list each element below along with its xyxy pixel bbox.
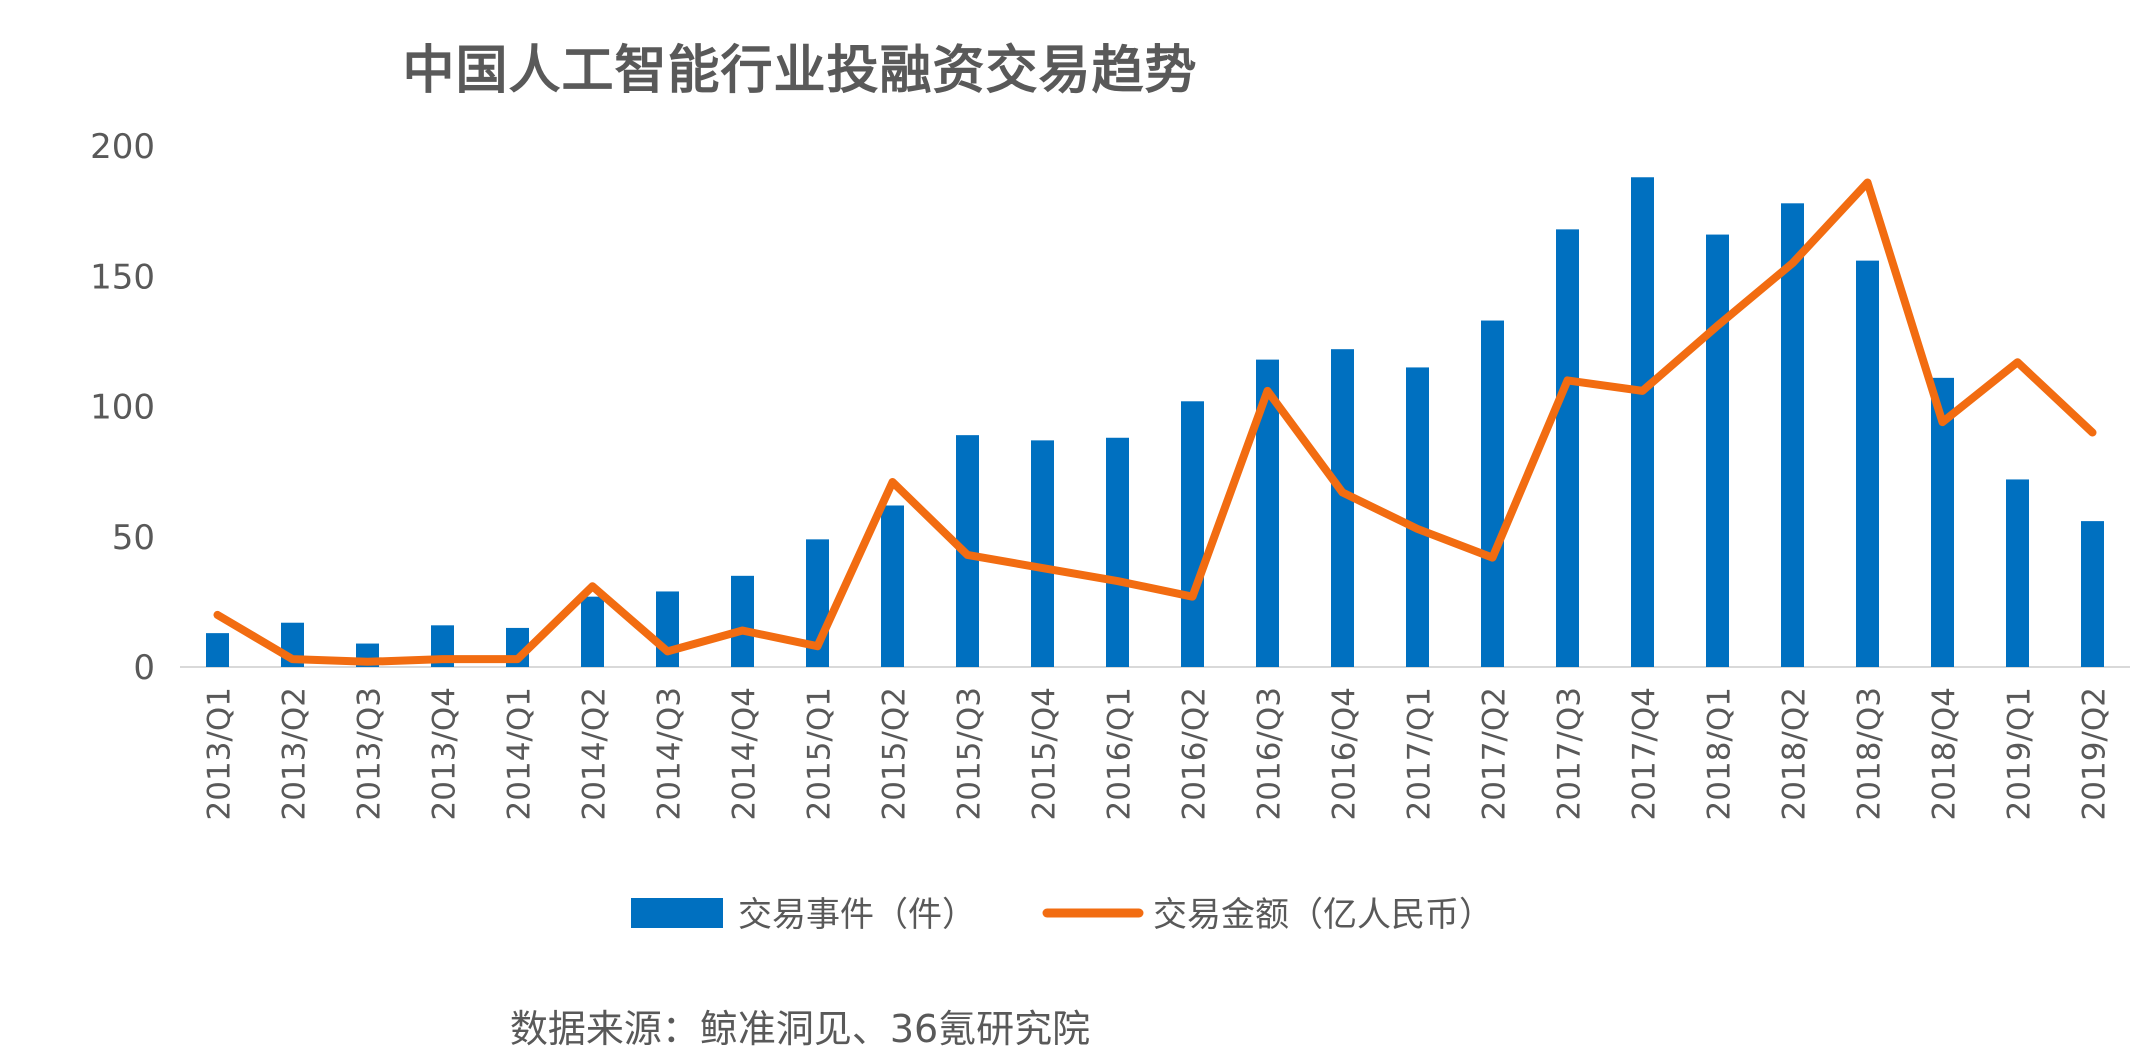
x-tick-label: 2016/Q2	[1177, 687, 1213, 820]
x-tick-label: 2013/Q2	[277, 687, 313, 820]
y-tick-label: 100	[90, 388, 155, 428]
bar	[1931, 377, 1954, 667]
bar	[656, 591, 679, 667]
x-tick-label: 2013/Q1	[202, 687, 238, 820]
bar	[1181, 401, 1204, 667]
x-tick-label: 2016/Q4	[1327, 687, 1363, 820]
bar	[1781, 203, 1804, 667]
x-tick-label: 2017/Q3	[1552, 687, 1588, 820]
bar	[1706, 234, 1729, 667]
x-axis-ticks: 2013/Q1 2013/Q2 2013/Q3 2013/Q4 2014/Q1 2014/…	[202, 687, 2113, 820]
x-tick-label: 2018/Q4	[1927, 687, 1963, 820]
line-series	[213, 178, 2097, 666]
bar-series	[206, 177, 2104, 668]
bar	[1406, 367, 1429, 667]
x-tick-label: 2014/Q1	[502, 687, 538, 820]
legend: 交易事件（件） 交易金额（亿人民币）	[631, 895, 1493, 935]
bar	[1556, 229, 1579, 668]
bar	[1106, 437, 1129, 667]
y-tick-label: 150	[90, 257, 155, 297]
legend-line-label: 交易金额（亿人民币）	[1153, 895, 1493, 935]
bar	[1256, 359, 1279, 667]
bar	[881, 505, 904, 667]
x-tick-label: 2016/Q3	[1252, 687, 1288, 820]
y-tick-label: 200	[90, 127, 155, 167]
x-tick-label: 2013/Q4	[427, 687, 463, 820]
x-tick-label: 2017/Q1	[1402, 687, 1438, 820]
legend-bar-swatch	[631, 898, 723, 928]
x-tick-label: 2016/Q1	[1102, 687, 1138, 820]
x-tick-label: 2014/Q3	[652, 687, 688, 820]
bar	[2081, 521, 2104, 667]
y-tick-label: 50	[112, 518, 155, 558]
x-tick-label: 2017/Q4	[1627, 687, 1663, 820]
x-tick-label: 2015/Q1	[802, 687, 838, 820]
bar	[581, 596, 604, 667]
x-tick-label: 2018/Q3	[1852, 687, 1888, 820]
legend-bar-label: 交易事件（件）	[738, 895, 976, 935]
x-tick-label: 2015/Q3	[952, 687, 988, 820]
x-tick-label: 2018/Q1	[1702, 687, 1738, 820]
bar	[1631, 177, 1654, 667]
bar	[1481, 320, 1504, 667]
y-axis-ticks: 0 50 100 150 200	[90, 127, 155, 688]
bar	[1331, 349, 1354, 667]
x-tick-label: 2018/Q2	[1777, 687, 1813, 820]
bar	[731, 575, 754, 667]
source-note: 数据来源：鲸准洞见、36氪研究院	[509, 1007, 1091, 1051]
x-tick-label: 2014/Q4	[727, 687, 763, 820]
chart-title: 中国人工智能行业投融资交易趋势	[402, 41, 1198, 101]
x-tick-label: 2019/Q2	[2077, 687, 2113, 820]
x-tick-label: 2015/Q2	[877, 687, 913, 820]
x-tick-label: 2015/Q4	[1027, 687, 1063, 820]
bar	[2006, 479, 2029, 667]
x-tick-label: 2017/Q2	[1477, 687, 1513, 820]
bar	[1031, 440, 1054, 667]
line-path	[213, 178, 2097, 666]
x-tick-label: 2019/Q1	[2002, 687, 2038, 820]
x-tick-label: 2014/Q2	[577, 687, 613, 820]
y-tick-label: 0	[133, 648, 155, 688]
bar	[1856, 260, 1879, 667]
x-tick-label: 2013/Q3	[352, 687, 388, 820]
bar	[206, 633, 229, 667]
